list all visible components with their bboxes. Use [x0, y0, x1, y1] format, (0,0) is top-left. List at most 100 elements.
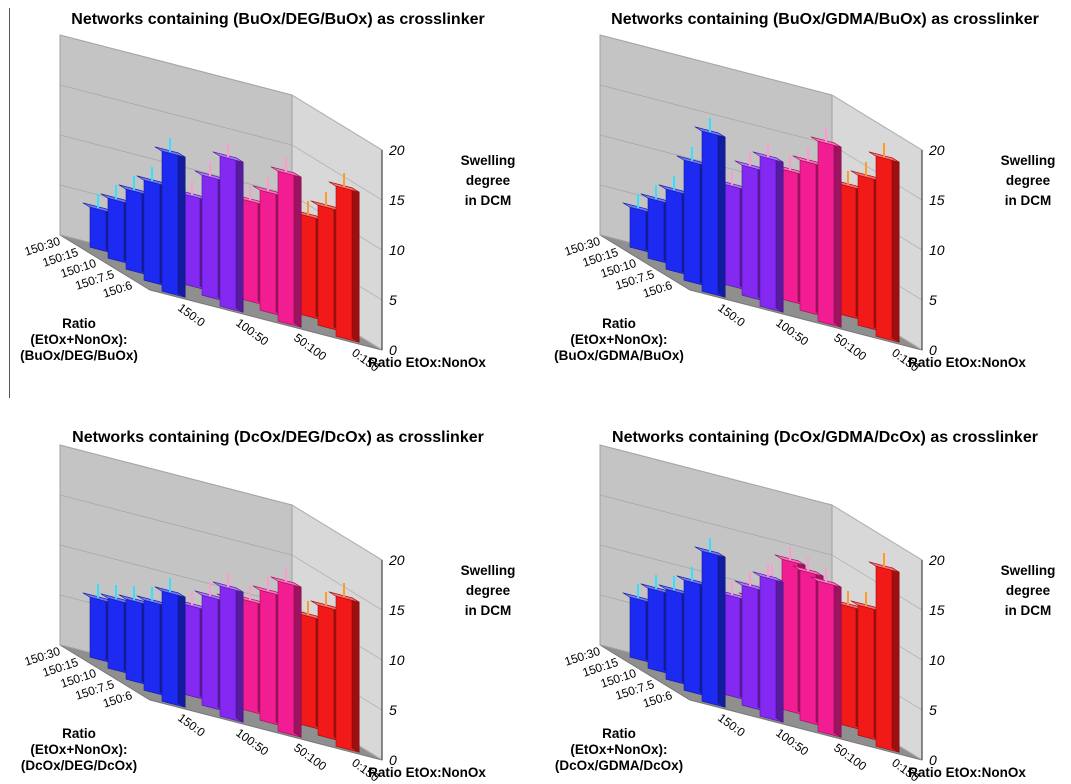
- bar: [868, 553, 900, 753]
- x-tick-label: 100:50: [233, 316, 271, 349]
- y-axis-label: (EtOx+NonOx):: [30, 742, 127, 757]
- y-axis-label: Ratio: [602, 316, 636, 331]
- x-tick-label: 150:0: [175, 301, 208, 330]
- z-tick-label: 0: [389, 752, 397, 768]
- bar-side-face: [351, 187, 360, 343]
- y-axis-label: (EtOx+NonOx):: [570, 742, 667, 757]
- chart-panel-3: 05101520150:6150:7.5150:10150:15150:3015…: [21, 429, 516, 784]
- bar-side-face: [833, 142, 842, 328]
- z-tick-label: 5: [389, 702, 397, 718]
- gridline: [59, 544, 293, 606]
- gridline: [291, 504, 383, 561]
- z-axis-label: degree: [466, 173, 511, 188]
- bar-side-face: [235, 587, 244, 723]
- z-axis-label: Swelling: [461, 563, 516, 578]
- x-tick-label: 150:0: [715, 301, 748, 330]
- z-tick-label: 10: [389, 242, 405, 258]
- bar: [212, 143, 244, 313]
- z-tick-label: 10: [929, 652, 945, 668]
- z-tick-label: 10: [929, 242, 945, 258]
- x-tick-label: 100:50: [773, 726, 811, 759]
- z-tick-label: 15: [929, 192, 945, 208]
- x-tick-label: 150:0: [715, 711, 748, 740]
- bar: [328, 173, 360, 343]
- z-tick-label: 20: [928, 552, 945, 568]
- gridline: [59, 494, 293, 556]
- gridline: [831, 94, 923, 151]
- gridline: [599, 84, 833, 146]
- gridline: [291, 144, 383, 201]
- gridline: [291, 554, 383, 611]
- chart-panel-4: 05101520150:6150:7.5150:10150:15150:3015…: [555, 429, 1056, 784]
- bar: [752, 563, 784, 723]
- x-tick-label: 50:100: [291, 331, 329, 364]
- y-axis-label: (EtOx+NonOx):: [570, 332, 667, 347]
- z-tick-label: 20: [388, 552, 405, 568]
- x-axis-label: Ratio EtOx:NonOx: [908, 355, 1026, 370]
- bar-side-face: [177, 592, 186, 708]
- bar: [810, 128, 842, 328]
- gridline: [59, 444, 293, 506]
- gridline: [599, 34, 833, 96]
- bar-side-face: [717, 132, 726, 298]
- gridline: [291, 94, 383, 151]
- z-axis-label: Swelling: [461, 153, 516, 168]
- chart-panel-2: 05101520150:6150:7.5150:10150:15150:3015…: [554, 11, 1055, 375]
- bar: [154, 138, 186, 298]
- gridline: [59, 84, 293, 146]
- bar: [154, 578, 186, 708]
- z-tick-label: 5: [389, 292, 397, 308]
- z-tick-label: 5: [929, 292, 937, 308]
- bar-side-face: [177, 152, 186, 298]
- bar-side-face: [293, 172, 302, 328]
- x-axis-label: Ratio EtOx:NonOx: [368, 765, 486, 780]
- bar-side-face: [293, 582, 302, 738]
- chart-panel-1: 05101520150:6150:7.5150:10150:15150:3015…: [20, 11, 515, 375]
- y-axis-label: Ratio: [602, 726, 636, 741]
- z-axis-label: in DCM: [465, 193, 512, 208]
- x-tick-label: 100:50: [773, 316, 811, 349]
- bar-side-face: [717, 552, 726, 708]
- bar: [810, 568, 842, 738]
- gridline: [599, 494, 833, 556]
- chart-title: Networks containing (BuOx/GDMA/BuOx) as …: [611, 11, 1039, 28]
- bar: [694, 538, 726, 708]
- bar: [212, 573, 244, 723]
- gridline: [831, 504, 923, 561]
- chart-title: Networks containing (DcOx/GDMA/DcOx) as …: [612, 429, 1038, 446]
- bar-side-face: [775, 577, 784, 723]
- z-axis-label: in DCM: [1005, 193, 1052, 208]
- x-tick-label: 50:100: [831, 741, 869, 774]
- x-tick-label: 50:100: [831, 331, 869, 364]
- y-axis-label: (BuOx/GDMA/BuOx): [554, 348, 684, 363]
- z-tick-label: 20: [928, 142, 945, 158]
- z-tick-label: 0: [929, 342, 937, 358]
- z-tick-label: 10: [389, 652, 405, 668]
- bar-side-face: [891, 157, 900, 343]
- bar-side-face: [351, 597, 360, 753]
- z-axis-label: degree: [466, 583, 511, 598]
- x-tick-label: 150:0: [175, 711, 208, 740]
- chart-title: Networks containing (DcOx/DEG/DcOx) as c…: [72, 429, 484, 446]
- bar: [752, 143, 784, 313]
- z-tick-label: 15: [389, 192, 405, 208]
- bar: [270, 568, 302, 738]
- bar-side-face: [833, 582, 842, 738]
- x-axis-label: Ratio EtOx:NonOx: [908, 765, 1026, 780]
- y-axis-label: (EtOx+NonOx):: [30, 332, 127, 347]
- bar-side-face: [891, 567, 900, 753]
- z-axis-label: in DCM: [1005, 603, 1052, 618]
- panel-divider: [9, 8, 10, 398]
- y-axis-label: Ratio: [62, 726, 96, 741]
- y-axis-label: Ratio: [62, 316, 96, 331]
- x-tick-label: 100:50: [233, 726, 271, 759]
- bar: [328, 583, 360, 753]
- y-axis-label: (DcOx/GDMA/DcOx): [555, 758, 683, 773]
- z-tick-label: 15: [929, 602, 945, 618]
- bar-side-face: [775, 157, 784, 313]
- gridline: [599, 444, 833, 506]
- z-axis-label: degree: [1006, 583, 1051, 598]
- z-tick-label: 0: [389, 342, 397, 358]
- z-tick-label: 5: [929, 702, 937, 718]
